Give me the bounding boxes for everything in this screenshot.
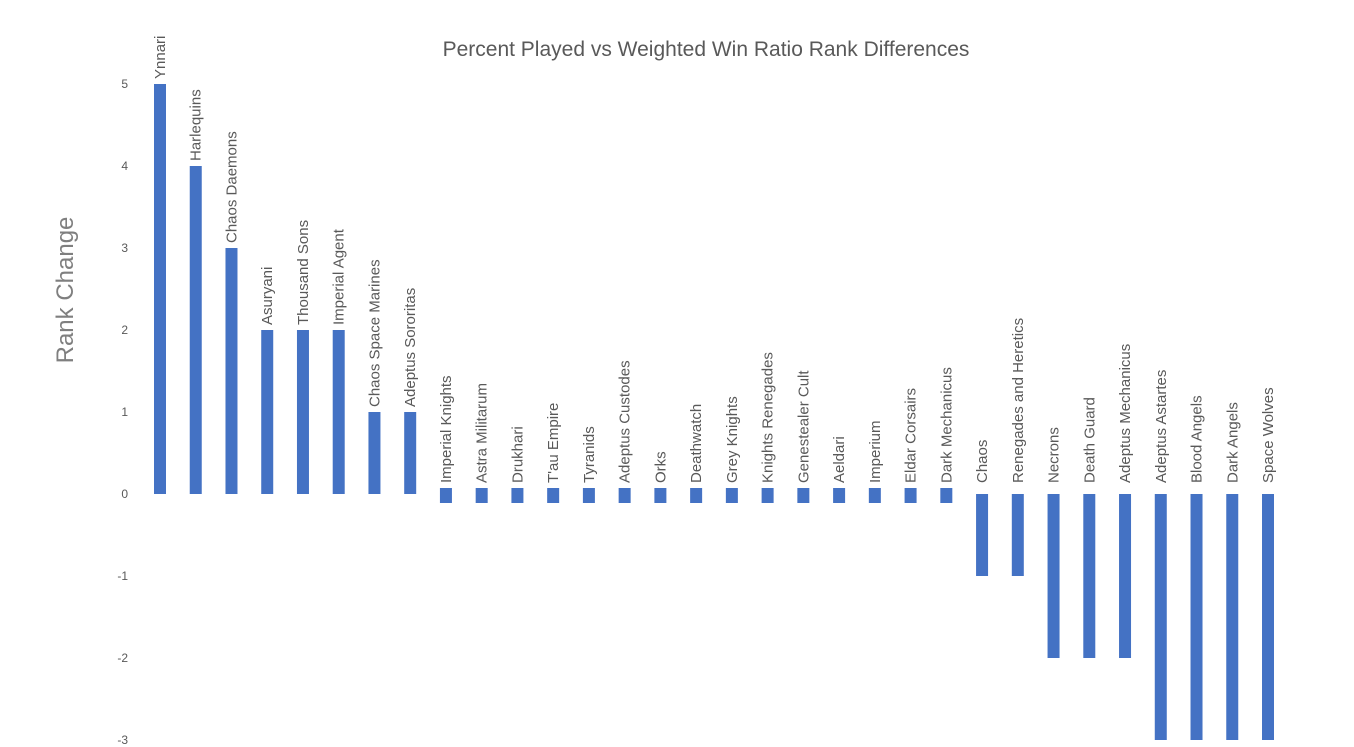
- category-label: Necrons: [1046, 427, 1063, 483]
- bar: [1083, 494, 1096, 658]
- bar: [654, 488, 667, 503]
- y-tick-label: 4: [121, 159, 128, 173]
- category-label: Imperial Agent: [331, 228, 348, 325]
- category-label: Dark Mechanicus: [938, 367, 955, 483]
- bar: [761, 488, 774, 503]
- bar: [582, 488, 595, 503]
- bar: [1011, 494, 1024, 576]
- category-label: Chaos: [974, 440, 991, 483]
- bar: [154, 84, 166, 494]
- y-tick-label: 0: [121, 487, 128, 501]
- bar: [511, 488, 524, 503]
- y-tick-label: -3: [117, 733, 128, 747]
- category-label: Tyranids: [581, 426, 598, 483]
- category-label: Astra Militarum: [474, 383, 491, 483]
- bar: [797, 488, 810, 503]
- bar: [404, 412, 417, 494]
- category-label: Harlequins: [188, 89, 205, 161]
- bar: [690, 488, 703, 503]
- chart-title: Percent Played vs Weighted Win Ratio Ran…: [443, 38, 970, 61]
- y-tick-label: 1: [121, 405, 128, 419]
- category-label: Adeptus Sororitas: [402, 288, 419, 407]
- bar: [1226, 494, 1239, 740]
- category-label: Dark Angels: [1224, 402, 1241, 483]
- category-label: Asuryani: [259, 267, 276, 325]
- bar: [1154, 494, 1167, 740]
- category-label: Renegades and Heretics: [1010, 318, 1027, 483]
- category-label: Space Wolves: [1260, 387, 1277, 483]
- bar: [189, 166, 202, 494]
- category-label: Knights Renegades: [760, 352, 777, 483]
- category-label: Adeptus Custodes: [617, 360, 634, 483]
- bar: [1047, 494, 1060, 658]
- bar: [940, 488, 953, 503]
- category-label: Drukhari: [509, 426, 526, 483]
- bar: [976, 494, 989, 576]
- y-axis-label: Rank Change: [52, 217, 79, 364]
- category-label: Deathwatch: [688, 404, 705, 483]
- category-label: Grey Knights: [724, 396, 741, 483]
- y-tick-label: 3: [121, 241, 128, 255]
- bar: [833, 488, 846, 503]
- bar: [439, 488, 452, 503]
- bar: [1190, 494, 1203, 740]
- y-tick-label: -1: [117, 569, 128, 583]
- bar: [1119, 494, 1132, 658]
- category-label: Adeptus Mechanicus: [1117, 344, 1134, 483]
- category-label: Death Guard: [1081, 397, 1098, 483]
- bar: [618, 488, 631, 503]
- category-label: Aeldari: [831, 436, 848, 483]
- category-label: Imperium: [867, 420, 884, 483]
- bar: [1262, 494, 1274, 740]
- bar: [261, 330, 274, 494]
- y-tick-label: -2: [117, 651, 128, 665]
- bar: [225, 248, 238, 494]
- bar: [475, 488, 488, 503]
- category-label: Blood Angels: [1189, 395, 1206, 483]
- category-label: Ynnari: [152, 36, 169, 79]
- bar: [296, 330, 309, 494]
- bar: [868, 488, 881, 503]
- bar: [725, 488, 738, 503]
- category-label: Imperial Knights: [438, 375, 455, 483]
- bar: [368, 412, 381, 494]
- category-label: Orks: [652, 451, 669, 483]
- category-label: T'au Empire: [545, 403, 562, 483]
- category-label: Adeptus Astartes: [1153, 370, 1170, 483]
- category-label: Thousand Sons: [295, 220, 312, 325]
- y-tick-label: 5: [121, 77, 128, 91]
- bar: [332, 330, 345, 494]
- bar: [547, 488, 560, 503]
- y-tick-label: 2: [121, 323, 128, 337]
- category-label: Eldar Corsairs: [903, 388, 920, 483]
- bar: [904, 488, 917, 503]
- category-label: Genestealer Cult: [795, 370, 812, 483]
- category-label: Chaos Daemons: [223, 131, 240, 243]
- category-label: Chaos Space Marines: [366, 259, 383, 407]
